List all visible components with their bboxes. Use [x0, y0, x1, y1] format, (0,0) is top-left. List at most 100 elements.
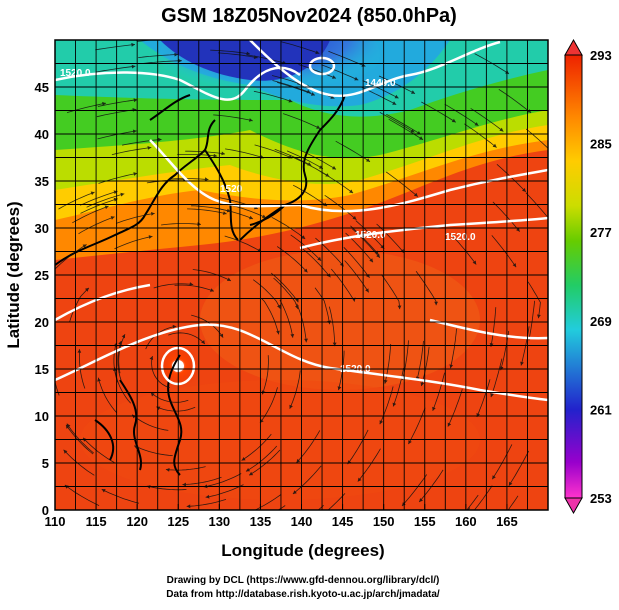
streamline-arrowhead: [131, 42, 135, 47]
streamline: [187, 208, 227, 215]
streamline: [203, 473, 242, 488]
streamline-arrowhead: [337, 386, 342, 391]
y-tick-label: 45: [35, 80, 49, 95]
streamline-arrowhead: [204, 177, 209, 182]
streamline-arrowhead: [325, 173, 330, 177]
streamline-arrowhead: [379, 420, 384, 425]
streamline-arrowhead: [66, 424, 70, 429]
streamline: [525, 128, 548, 149]
streamline: [520, 326, 530, 366]
streamline: [205, 484, 244, 498]
streamline-arrowhead: [120, 192, 125, 197]
streamline: [114, 236, 153, 250]
streamline: [289, 370, 301, 409]
x-tick-label: 120: [126, 514, 148, 529]
streamline-arrowhead: [82, 244, 87, 248]
streamline-arrowhead: [472, 260, 477, 265]
x-tick-label: 125: [167, 514, 189, 529]
streamline: [464, 123, 497, 148]
streamline-arrowhead: [332, 75, 336, 79]
streamline: [298, 64, 337, 79]
streamline-arrowhead: [172, 36, 176, 40]
streamline-arrowhead: [49, 356, 53, 360]
streamline: [174, 284, 215, 292]
streamline-arrowhead: [226, 277, 231, 281]
streamline: [416, 340, 424, 381]
y-tick-label: 0: [42, 503, 49, 518]
streamline-arrowhead: [182, 482, 186, 487]
streamline-arrowhead: [249, 471, 254, 476]
streamline-arrowhead: [104, 205, 109, 210]
streamline: [58, 191, 95, 210]
streamline-arrowhead: [172, 324, 177, 329]
streamline-arrowhead: [516, 227, 520, 232]
streamline: [286, 150, 324, 169]
streamline-arrowhead: [413, 192, 418, 197]
y-axis-title: Latitude (degrees): [4, 201, 23, 348]
streamline: [450, 233, 477, 265]
streamline: [473, 485, 493, 510]
streamline: [392, 367, 404, 407]
streamline: [168, 332, 206, 345]
y-tick-label: 20: [35, 315, 49, 330]
streamline: [491, 444, 513, 480]
streamline-arrowhead: [290, 334, 295, 338]
streamline-arrowhead: [189, 282, 194, 286]
streamline-arrowhead: [260, 419, 264, 423]
streamline: [273, 277, 299, 310]
streamline: [344, 260, 370, 293]
streamline: [280, 41, 320, 54]
streamline-arrowhead: [63, 449, 68, 454]
streamline: [65, 424, 94, 455]
streamline: [115, 213, 155, 224]
colorbar-min-arrow: [564, 497, 583, 515]
streamline-arrowhead: [512, 263, 517, 268]
streamline-arrowhead: [499, 127, 504, 132]
x-tick-label: 160: [455, 514, 477, 529]
streamline: [296, 303, 307, 343]
streamline: [185, 150, 226, 155]
streamline: [408, 407, 426, 445]
streamline-arrowhead: [310, 92, 315, 96]
streamline: [357, 448, 381, 482]
x-tick-label: 150: [373, 514, 395, 529]
streamline: [386, 113, 422, 135]
streamline-arrowhead: [330, 95, 335, 99]
streamline: [384, 343, 392, 384]
streamline: [381, 274, 401, 310]
streamline: [141, 60, 182, 64]
streamline-arrowhead: [376, 253, 380, 258]
streamline-arrowhead: [443, 534, 447, 538]
streamline: [72, 205, 109, 224]
x-tick-label: 115: [86, 514, 107, 529]
streamline: [277, 505, 286, 510]
streamline: [270, 272, 299, 303]
streamline: [271, 216, 306, 240]
streamline-arrowhead: [246, 468, 250, 472]
streamline: [146, 179, 187, 184]
streamline-arrowhead: [419, 498, 423, 502]
streamline: [335, 140, 371, 163]
streamline-arrowhead: [149, 356, 154, 360]
streamline-arrowhead: [316, 517, 320, 521]
colorbar-tick-label: 293: [590, 48, 612, 63]
streamline: [245, 445, 278, 472]
streamline: [151, 356, 170, 389]
streamline: [118, 334, 126, 374]
streamline-arrowhead: [394, 94, 399, 99]
streamline: [388, 118, 424, 141]
streamline-arrowhead: [349, 189, 354, 194]
y-tick-label: 25: [35, 268, 49, 283]
colorbar-tick-label: 261: [590, 402, 612, 417]
streamline-arrowhead: [110, 216, 115, 220]
streamline: [146, 485, 187, 491]
streamline-arrowhead: [332, 165, 336, 170]
streamline: [95, 65, 136, 73]
streamline-arrowhead: [392, 402, 397, 407]
streamline: [80, 198, 118, 214]
streamline: [490, 358, 503, 398]
streamline-arrowhead: [492, 143, 497, 148]
streamline-arrowhead: [549, 219, 553, 223]
streamline: [362, 80, 399, 99]
streamline: [350, 225, 379, 255]
